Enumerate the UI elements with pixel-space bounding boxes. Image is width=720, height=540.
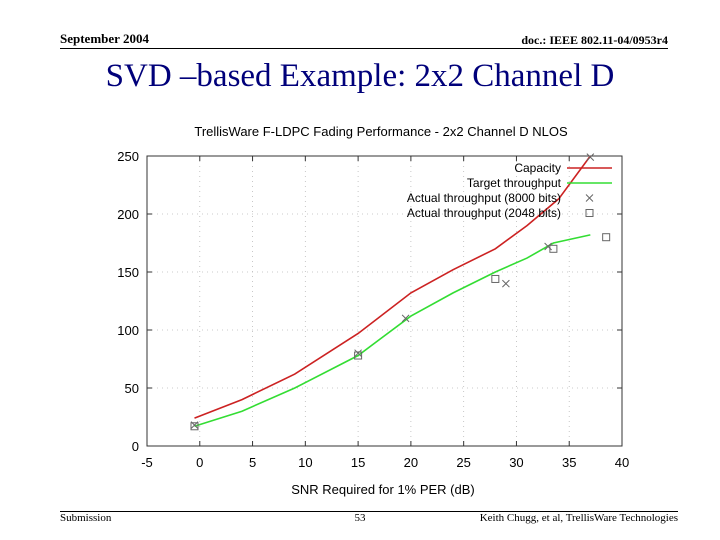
chart-title: TrellisWare F-LDPC Fading Performance - … [194,124,568,139]
y-tick-label: 50 [125,381,139,396]
data-point-actual-throughput-8000-bits [401,314,410,323]
header-date: September 2004 [60,31,149,46]
x-tick-label: 15 [351,455,365,470]
y-tick-label: 100 [117,323,139,338]
y-tick-label: 200 [117,207,139,222]
x-tick-label: 20 [404,455,418,470]
x-tick-label: 35 [562,455,576,470]
x-tick-label: 40 [615,455,629,470]
x-tick-label: 25 [456,455,470,470]
data-point-actual-throughput-2048-bits [190,422,199,431]
y-tick-label: 150 [117,265,139,280]
x-axis-label: SNR Required for 1% PER (dB) [291,482,475,497]
footer-divider [60,511,678,512]
series-group [190,153,611,431]
grid [147,156,622,446]
legend-label: Capacity [514,161,561,175]
footer-submission: Submission [60,512,112,524]
legend-swatch [585,194,594,202]
legend-label: Actual throughput (8000 bits) [407,191,561,205]
plot-frame [146,155,623,447]
y-tick-label: 0 [132,439,139,454]
legend-label: Actual throughput (2048 bits) [407,206,561,220]
legend-label: Target throughput [467,176,562,190]
data-point-actual-throughput-8000-bits [354,349,362,358]
x-tick-label: 10 [298,455,312,470]
data-point-actual-throughput-2048-bits [549,244,558,253]
data-point-actual-throughput-8000-bits [544,242,552,251]
header-doc-id: doc.: IEEE 802.11-04/0953r4 [521,33,668,47]
footer-authors: Keith Chugg, et al, TrellisWare Technolo… [479,512,678,524]
header-divider [60,48,668,49]
data-point-actual-throughput-2048-bits [354,351,363,360]
data-point-actual-throughput-8000-bits [586,153,595,162]
data-point-actual-throughput-2048-bits [602,233,611,242]
series-line-capacity [194,155,591,419]
data-point-actual-throughput-8000-bits [502,279,510,288]
x-tick-label: 5 [249,455,256,470]
series-line-target-throughput [194,234,591,428]
x-tick-label: 30 [509,455,523,470]
page-number: 53 [354,512,366,524]
y-tick-label: 250 [117,149,139,164]
data-point-actual-throughput-2048-bits [491,274,500,283]
slide-title: SVD –based Example: 2x2 Channel D [105,58,615,94]
x-tick-label: 0 [196,455,203,470]
legend-swatch [585,209,594,217]
x-tick-label: -5 [141,455,153,470]
